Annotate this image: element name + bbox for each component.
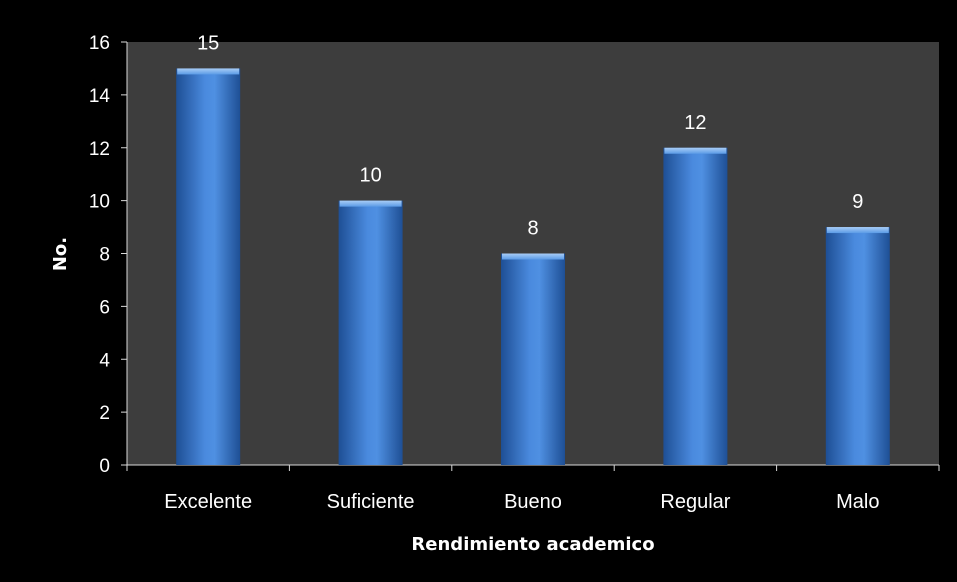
- data-label: 10: [359, 165, 381, 187]
- bar: [338, 200, 403, 465]
- bar-cap: [177, 68, 240, 75]
- category-label: Excelente: [164, 491, 252, 513]
- data-label: 8: [527, 218, 538, 240]
- data-label: 9: [852, 191, 863, 213]
- bars: [176, 68, 890, 465]
- category-label: Malo: [836, 491, 879, 513]
- y-tick-label: 10: [89, 192, 110, 213]
- category-label: Regular: [660, 491, 730, 513]
- y-tick-label: 6: [99, 297, 110, 318]
- y-tick-label: 4: [99, 350, 110, 371]
- category-label: Suficiente: [327, 491, 415, 513]
- y-axis-title: No.: [50, 237, 71, 271]
- y-tick-label: 16: [89, 33, 110, 54]
- y-tick-label: 8: [99, 245, 110, 266]
- y-tick-label: 0: [99, 456, 110, 477]
- bar-cap: [339, 200, 402, 207]
- y-tick-label: 14: [89, 86, 111, 107]
- bar-cap: [664, 147, 727, 154]
- x-axis: Excelente Suficiente Bueno Regular Malo: [164, 491, 879, 513]
- data-labels: 15 10 8 12 9: [197, 32, 863, 239]
- bar: [176, 68, 241, 465]
- x-axis-title: Rendimiento academico: [411, 534, 654, 555]
- y-axis: 0 2 4 6 8 10 12 14 16: [89, 33, 940, 477]
- bar-cap: [502, 253, 564, 260]
- category-label: Bueno: [504, 491, 562, 513]
- y-tick-label: 12: [89, 139, 110, 160]
- data-label: 12: [684, 112, 706, 134]
- bar-cap: [826, 227, 889, 234]
- bar: [825, 227, 890, 465]
- data-label: 15: [197, 32, 219, 54]
- bar: [663, 147, 728, 465]
- bar: [501, 253, 565, 465]
- y-tick-label: 2: [99, 403, 110, 424]
